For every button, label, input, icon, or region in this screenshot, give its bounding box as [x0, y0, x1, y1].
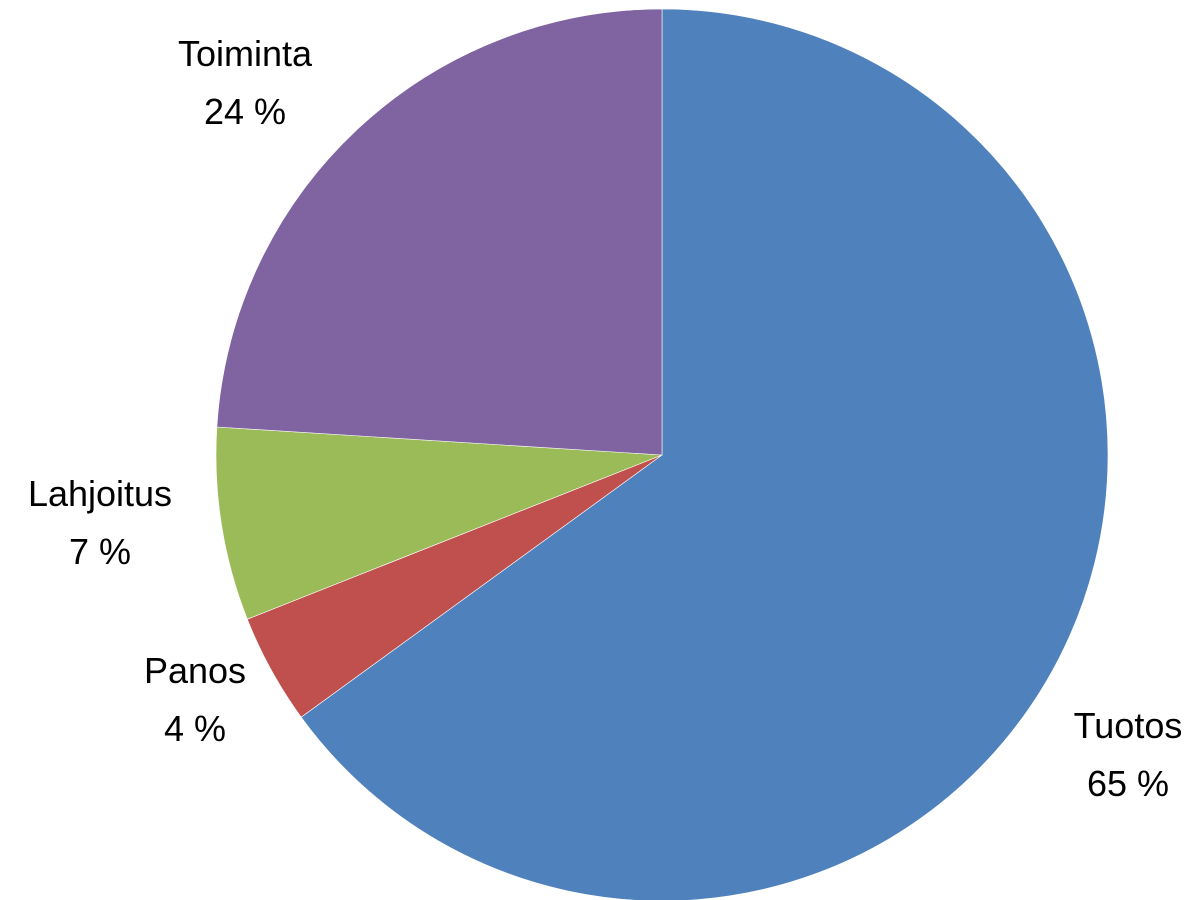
pie-slices: [215, 8, 1109, 900]
pie-slice-toiminta: [216, 8, 663, 456]
pie-slice-lahjoitus: [215, 426, 663, 620]
slice-value-tuotos: 65 %: [1087, 763, 1169, 804]
slice-label-panos: Panos: [144, 650, 246, 691]
pie-labels: Tuotos 65 % Panos 4 % Lahjoitus 7 % Toiminta 24…: [28, 33, 1182, 804]
slice-label-tuotos: Tuotos: [1074, 705, 1183, 746]
pie-slice-tuotos: [300, 8, 1109, 900]
slice-value-toiminta: 24 %: [204, 91, 286, 132]
slice-value-panos: 4 %: [164, 708, 226, 749]
slice-value-lahjoitus: 7 %: [69, 531, 131, 572]
slice-label-lahjoitus: Lahjoitus: [28, 473, 172, 514]
slice-label-toiminta: Toiminta: [178, 33, 313, 74]
